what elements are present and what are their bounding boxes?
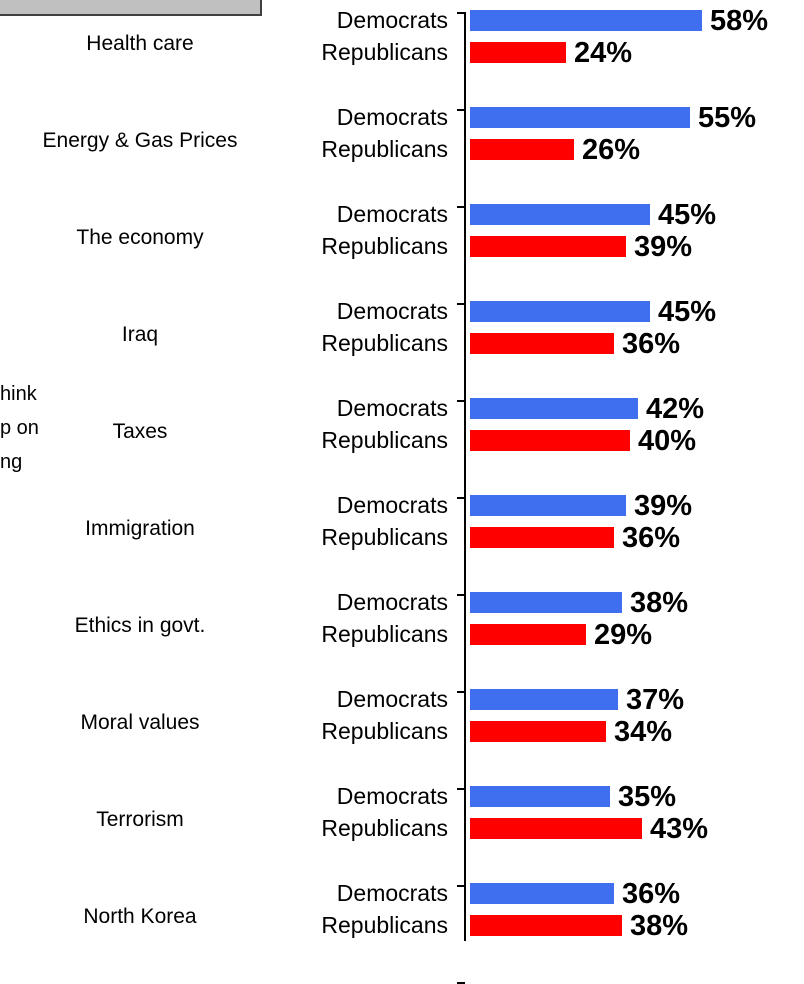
category-label: Ethics in govt. — [74, 614, 206, 637]
side-note-line: p on — [0, 417, 39, 439]
data-label-democrats: 45% — [658, 199, 717, 231]
series-label-democrats: Democrats — [336, 104, 448, 130]
series-label-democrats: Democrats — [336, 880, 448, 906]
series-label-republicans: Republicans — [321, 815, 448, 841]
category-label: The economy — [76, 226, 204, 249]
category-label: Moral values — [80, 711, 200, 734]
bar-republicans-energy-gas-prices — [470, 139, 574, 160]
axis-tick — [457, 303, 465, 305]
bar-democrats-iraq — [470, 301, 650, 322]
data-label-democrats: 38% — [630, 587, 689, 619]
axis-tick — [457, 885, 465, 887]
axis-tick — [457, 691, 465, 693]
data-label-republicans: 36% — [622, 328, 681, 360]
data-label-republicans: 26% — [582, 134, 641, 166]
data-label-republicans: 29% — [594, 619, 653, 651]
bar-republicans-immigration — [470, 527, 614, 548]
bar-republicans-health-care — [470, 42, 566, 63]
side-note-line: ng — [0, 451, 23, 473]
bar-republicans-iraq — [470, 333, 614, 354]
series-label-republicans: Republicans — [321, 39, 448, 65]
data-label-republicans: 39% — [634, 231, 693, 263]
category-label: Immigration — [85, 517, 195, 540]
bar-democrats-energy-gas-prices — [470, 107, 690, 128]
data-label-democrats: 58% — [710, 5, 769, 37]
axis-tick — [457, 497, 465, 499]
data-label-democrats: 37% — [626, 684, 685, 716]
series-label-republicans: Republicans — [321, 621, 448, 647]
data-label-republicans: 36% — [622, 522, 681, 554]
bar-republicans-taxes — [470, 430, 630, 451]
series-label-republicans: Republicans — [321, 136, 448, 162]
category-label: Energy & Gas Prices — [42, 129, 238, 152]
bar-republicans-moral-values — [470, 721, 606, 742]
series-label-democrats: Democrats — [336, 7, 448, 33]
axis-tick — [457, 206, 465, 208]
bar-democrats-taxes — [470, 398, 638, 419]
series-label-democrats: Democrats — [336, 589, 448, 615]
series-label-republicans: Republicans — [321, 524, 448, 550]
axis-tick — [457, 594, 465, 596]
series-label-democrats: Democrats — [336, 298, 448, 324]
axis-tick — [457, 788, 465, 790]
side-note-line: hink — [0, 383, 37, 405]
category-label: Iraq — [121, 323, 159, 346]
series-label-republicans: Republicans — [321, 233, 448, 259]
bar-republicans-terrorism — [470, 818, 642, 839]
category-label: Terrorism — [96, 808, 184, 831]
data-label-republicans: 43% — [650, 813, 709, 845]
axis-tick — [457, 400, 465, 402]
legend-box — [0, 0, 262, 16]
category-axis — [464, 12, 466, 941]
data-label-republicans: 38% — [630, 910, 689, 942]
category-label: Health care — [86, 32, 194, 55]
bar-democrats-moral-values — [470, 689, 618, 710]
bar-democrats-immigration — [470, 495, 626, 516]
series-label-republicans: Republicans — [321, 718, 448, 744]
bar-democrats-north-korea — [470, 883, 614, 904]
axis-tick — [457, 12, 465, 14]
bar-democrats-health-care — [470, 10, 702, 31]
series-label-democrats: Democrats — [336, 395, 448, 421]
bar-democrats-ethics-in-govt — [470, 592, 622, 613]
series-label-republicans: Republicans — [321, 330, 448, 356]
data-label-democrats: 45% — [658, 296, 717, 328]
series-label-democrats: Democrats — [336, 201, 448, 227]
bar-democrats-terrorism — [470, 786, 610, 807]
category-label: Taxes — [112, 420, 168, 443]
data-label-democrats: 36% — [622, 878, 681, 910]
series-label-democrats: Democrats — [336, 492, 448, 518]
data-label-democrats: 39% — [634, 490, 693, 522]
bar-republicans-north-korea — [470, 915, 622, 936]
series-label-republicans: Republicans — [321, 427, 448, 453]
data-label-republicans: 40% — [638, 425, 697, 457]
data-label-democrats: 55% — [698, 102, 757, 134]
data-label-democrats: 42% — [646, 393, 705, 425]
series-label-democrats: Democrats — [336, 783, 448, 809]
data-label-republicans: 24% — [574, 37, 633, 69]
bar-republicans-the-economy — [470, 236, 626, 257]
data-label-democrats: 35% — [618, 781, 677, 813]
category-label: North Korea — [83, 905, 197, 928]
series-label-democrats: Democrats — [336, 686, 448, 712]
bar-democrats-the-economy — [470, 204, 650, 225]
series-label-republicans: Republicans — [321, 912, 448, 938]
data-label-republicans: 34% — [614, 716, 673, 748]
bar-republicans-ethics-in-govt — [470, 624, 586, 645]
axis-tick — [457, 109, 465, 111]
